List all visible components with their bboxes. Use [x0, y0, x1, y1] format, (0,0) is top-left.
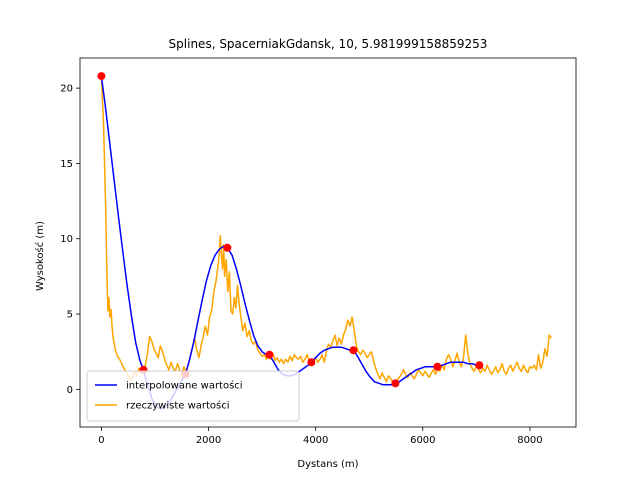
x-axis-label: Dystans (m): [297, 459, 358, 470]
data-layer: [97, 72, 553, 410]
data-point: [433, 362, 442, 371]
series-line-actual: [100, 76, 553, 385]
data-point: [97, 72, 106, 81]
x-tick-label: 4000: [303, 435, 328, 446]
data-point: [307, 358, 316, 367]
y-tick-label: 5: [67, 310, 73, 321]
legend-entry-label: interpolowane wartości: [126, 380, 243, 392]
plot-frame: [79, 57, 577, 428]
y-tick-label: 20: [60, 84, 73, 95]
data-point: [223, 243, 232, 252]
data-point: [349, 346, 358, 355]
x-tick-label: 8000: [517, 435, 542, 446]
data-point: [391, 379, 400, 388]
x-tick-label: 6000: [410, 435, 435, 446]
y-axis-label: Wysokość (m): [34, 221, 46, 291]
y-tick-label: 0: [67, 385, 73, 396]
data-point: [265, 350, 274, 359]
y-tick-label: 15: [60, 159, 73, 170]
chart-title: Splines, SpacerniakGdansk, 10, 5.9819991…: [169, 37, 488, 51]
x-tick-label: 2000: [196, 435, 221, 446]
series-line-interpolated: [100, 76, 480, 410]
data-point: [475, 361, 484, 370]
y-tick-label: 10: [60, 234, 73, 245]
legend-box: [86, 370, 300, 422]
legend-entry-label: rzeczywiste wartości: [126, 400, 230, 412]
legend: interpolowane wartości rzeczywiste wartoś…: [86, 370, 300, 422]
x-tick-label: 0: [98, 435, 104, 446]
